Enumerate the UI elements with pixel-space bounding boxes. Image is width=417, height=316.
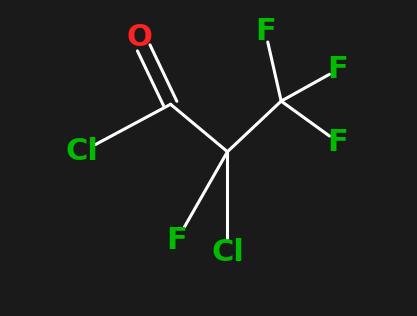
- Text: F: F: [166, 226, 187, 255]
- Text: F: F: [328, 55, 349, 84]
- Text: Cl: Cl: [211, 238, 244, 267]
- Text: F: F: [255, 17, 276, 46]
- Text: F: F: [328, 128, 349, 157]
- Text: O: O: [126, 23, 152, 52]
- Text: Cl: Cl: [65, 137, 98, 166]
